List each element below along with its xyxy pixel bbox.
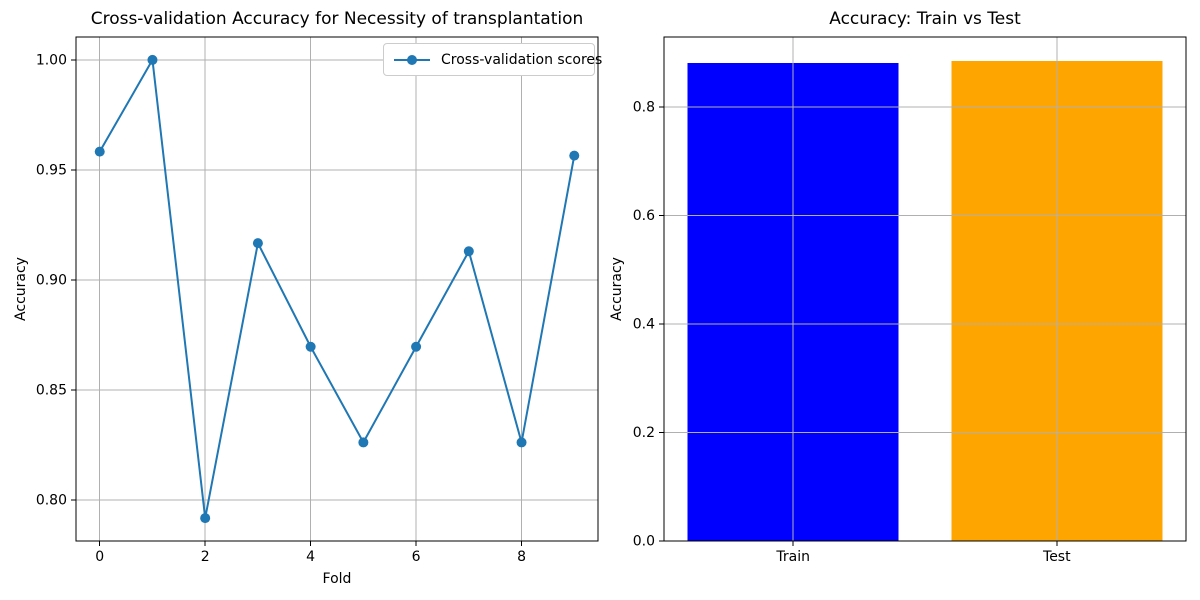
cv-score-point <box>463 246 474 257</box>
left-chart-xlabel: Fold <box>322 571 352 587</box>
cv-score-point <box>569 150 580 161</box>
x-tick-label: 2 <box>201 549 210 565</box>
legend-label: Cross-validation scores <box>441 51 603 68</box>
y-tick-label: 0.0 <box>633 534 655 550</box>
cv-score-point <box>94 146 105 157</box>
cv-scores-line <box>98 58 576 520</box>
cv-score-point <box>516 437 527 448</box>
y-tick-label: 0.2 <box>633 425 655 441</box>
y-tick-label: 0.80 <box>36 492 67 508</box>
cv-score-point <box>252 238 263 249</box>
y-tick-label: 1.00 <box>36 52 67 68</box>
cv-score-point <box>200 513 211 524</box>
x-tick-label: 8 <box>517 549 526 565</box>
y-tick-label: 0.85 <box>36 382 67 398</box>
legend-line-marker-icon <box>394 54 430 65</box>
cv-score-point <box>358 437 369 448</box>
y-tick-label: 0.95 <box>36 162 67 178</box>
cv-score-point <box>147 54 158 65</box>
right-chart-title: Accuracy: Train vs Test <box>829 9 1021 29</box>
y-tick-label: 0.4 <box>633 317 655 333</box>
right-chart-ylabel: Accuracy <box>609 257 625 321</box>
y-tick-label: 0.6 <box>633 208 655 224</box>
x-tick-label: 6 <box>412 549 421 565</box>
cv-score-point <box>305 341 316 352</box>
x-tick-label: 4 <box>306 549 315 565</box>
axes-spines <box>75 36 599 542</box>
x-tick-label: Train <box>775 549 810 565</box>
legend: Cross-validation scores <box>383 43 602 76</box>
left-chart-title: Cross-validation Accuracy for Necessity … <box>90 9 584 29</box>
x-tick-label: 0 <box>95 549 104 565</box>
cv-score-point <box>411 341 422 352</box>
y-tick-label: 0.90 <box>36 272 67 288</box>
y-tick-label: 0.8 <box>633 100 655 116</box>
left-chart-ylabel: Accuracy <box>13 257 29 321</box>
axes-spines <box>663 36 1187 542</box>
x-tick-label: Test <box>1042 549 1071 565</box>
